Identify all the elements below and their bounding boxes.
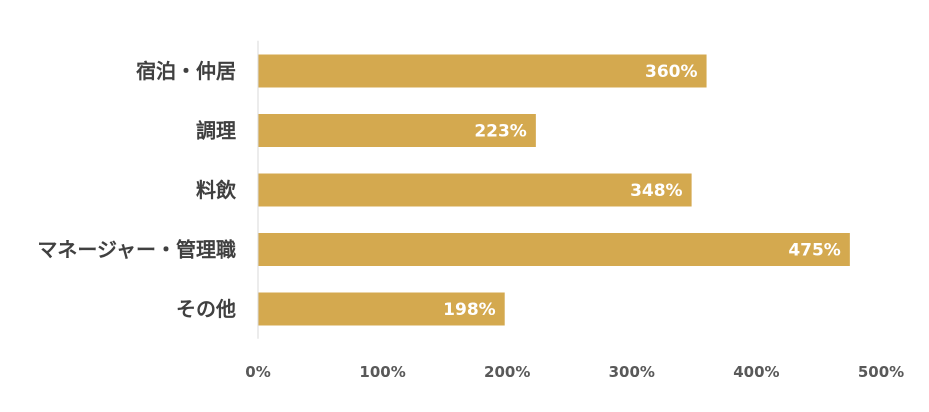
- bars-layer: [258, 54, 850, 326]
- bar-4: [258, 233, 850, 266]
- value-label-3: 348%: [630, 181, 683, 201]
- value-labels: 360% 223% 348% 475% 198%: [443, 62, 841, 320]
- x-axis-tick-labels: 0% 100% 200% 300% 400% 500%: [245, 363, 904, 381]
- x-tick-label-0: 0%: [245, 363, 270, 381]
- category-label-2: 調理: [196, 119, 236, 143]
- value-label-5: 198%: [443, 300, 496, 320]
- x-tick-label-500: 500%: [858, 363, 904, 381]
- x-tick-label-100: 100%: [359, 363, 405, 381]
- value-label-2: 223%: [474, 122, 527, 142]
- value-label-4: 475%: [788, 241, 841, 261]
- bar-5: [258, 292, 505, 326]
- bar-2: [258, 114, 536, 147]
- category-label-1: 宿泊・仲居: [136, 59, 236, 83]
- value-label-1: 360%: [645, 62, 698, 82]
- bar-3: [258, 173, 692, 207]
- bar-1: [258, 54, 707, 88]
- x-tick-label-300: 300%: [609, 363, 655, 381]
- category-label-5: その他: [176, 297, 236, 321]
- x-tick-label-400: 400%: [733, 363, 779, 381]
- category-label-3: 料飲: [196, 178, 237, 202]
- x-tick-label-200: 200%: [484, 363, 530, 381]
- category-label-4: マネージャー・管理職: [37, 238, 236, 262]
